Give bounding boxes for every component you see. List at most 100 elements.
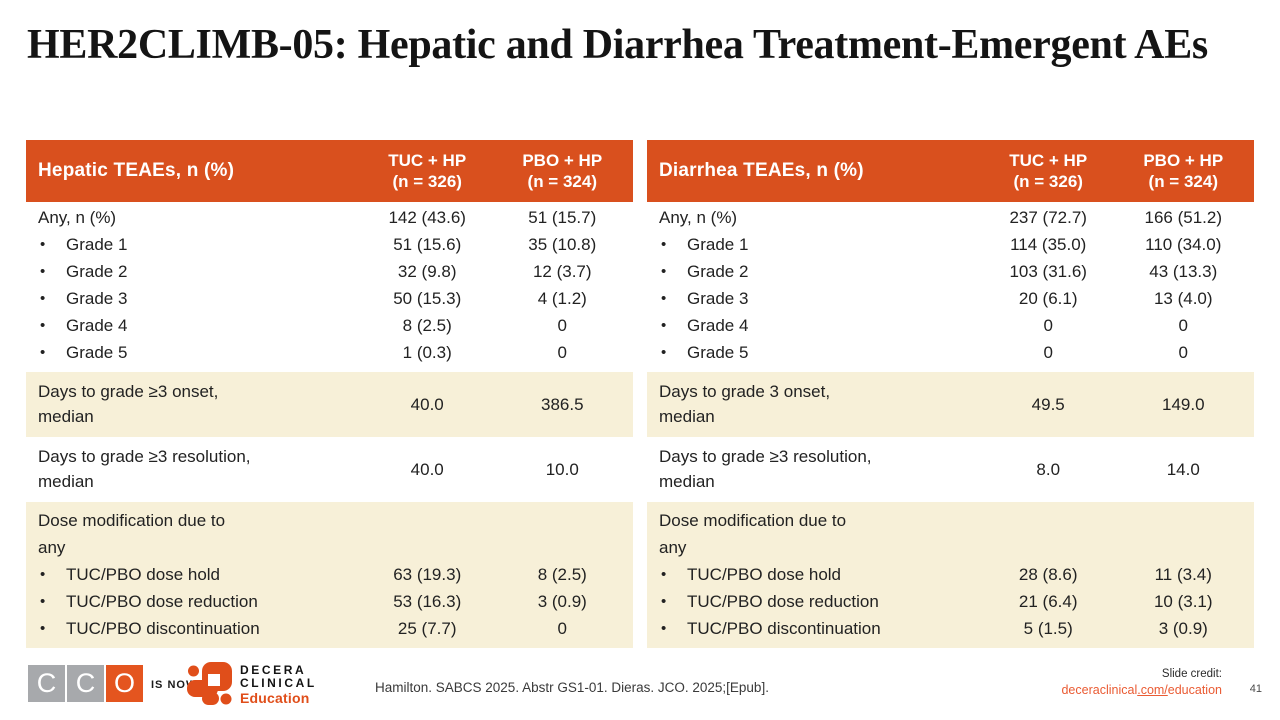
row-value: 43 (13.3) (1149, 262, 1218, 281)
education-word: Education (240, 690, 310, 706)
row-label-text: Any, n (%) (659, 208, 738, 227)
diarrhea-col-tuc: TUC + HP (n = 326) (984, 150, 1113, 193)
row-label-text: Any, n (%) (38, 208, 117, 227)
is-now-label: IS NOW (151, 679, 198, 691)
row-label: • TUC/PBO dose hold (647, 561, 984, 588)
row-value: 21 (6.4) (1018, 592, 1078, 611)
row-label: • Grade 4 (647, 312, 984, 339)
row-label-text: Dose modification due to any (38, 511, 226, 557)
bullet-icon: • (661, 566, 667, 583)
row-value (1113, 507, 1254, 561)
table-row: • Grade 5 0 0 (647, 339, 1254, 366)
row-label: Any, n (%) (647, 204, 984, 231)
slide-credit-link[interactable]: deceraclinical.com/education (1061, 683, 1222, 697)
row-label: • Grade 2 (26, 258, 363, 285)
table-row: Dose modification due to any (647, 507, 1254, 561)
row-label-text: TUC/PBO dose hold (66, 565, 221, 584)
table-row: • TUC/PBO dose hold 63 (19.3) 8 (2.5) (26, 561, 633, 588)
diarrhea-table-body: Any, n (%) 237 (72.7) 166 (51.2) • Grade 1 11… (647, 202, 1254, 648)
row-value: 13 (4.0) (1153, 289, 1213, 308)
row-label: • TUC/PBO dose hold (26, 561, 363, 588)
table-row: • Grade 4 0 0 (647, 312, 1254, 339)
row-label: Days to grade ≥3 resolution, median (26, 444, 363, 494)
row-value: 0 (557, 619, 567, 638)
bullet-icon: • (661, 317, 667, 334)
row-label-text: Grade 3 (687, 289, 749, 308)
row-label: • Grade 4 (26, 312, 363, 339)
bullet-icon: • (40, 290, 46, 307)
page-number: 41 (1249, 683, 1262, 695)
row-label-text: Grade 2 (66, 262, 128, 281)
bullet-icon: • (40, 593, 46, 610)
table-row: • Grade 2 32 (9.8) 12 (3.7) (26, 258, 633, 285)
diarrhea-header-label: Diarrhea TEAEs, n (%) (659, 160, 864, 181)
row-label: • Grade 3 (26, 285, 363, 312)
cco-letter: C (75, 668, 96, 698)
row-label: Any, n (%) (26, 204, 363, 231)
row-label-text: Grade 5 (66, 343, 128, 362)
footer: C C O IS NOW DECERA CLINICAL Education H… (0, 655, 1280, 715)
row-label: Dose modification due to any (26, 507, 363, 561)
table-row: Days to grade ≥3 onset, median 40.0 386.5 (26, 377, 633, 431)
row-label: • TUC/PBO discontinuation (647, 615, 984, 642)
table-row: • TUC/PBO dose hold 28 (8.6) 11 (3.4) (647, 561, 1254, 588)
row-label-text: TUC/PBO dose reduction (687, 592, 879, 611)
bullet-icon: • (40, 263, 46, 280)
row-value (492, 507, 633, 561)
row-label: • TUC/PBO dose reduction (647, 588, 984, 615)
row-value (363, 507, 492, 561)
cco-letter: C (36, 668, 57, 698)
row-value: 28 (8.6) (1018, 565, 1078, 584)
row-label-text: TUC/PBO discontinuation (66, 619, 260, 638)
hepatic-col-pbo: PBO + HP (n = 324) (492, 150, 633, 193)
table-row: • Grade 1 114 (35.0) 110 (34.0) (647, 231, 1254, 258)
bullet-icon: • (40, 236, 46, 253)
row-value: 142 (43.6) (388, 208, 466, 227)
row-value: 32 (9.8) (397, 262, 457, 281)
row-value: 8 (2.5) (402, 316, 452, 335)
col-line: (n = 324) (1148, 172, 1218, 191)
table-row: • Grade 3 50 (15.3) 4 (1.2) (26, 285, 633, 312)
row-value: 110 (34.0) (1145, 235, 1222, 254)
slide-title: HER2CLIMB-05: Hepatic and Diarrhea Treat… (27, 22, 1208, 68)
row-value: 0 (1043, 343, 1053, 362)
row-value: 103 (31.6) (1009, 262, 1087, 281)
bullet-icon: • (661, 593, 667, 610)
col-line: (n = 326) (1013, 172, 1083, 191)
row-value: 10 (3.1) (1153, 592, 1213, 611)
slide-credit: Slide credit: deceraclinical.com/educati… (1061, 667, 1222, 699)
row-value: 20 (6.1) (1018, 289, 1078, 308)
decera-logo: DECERA CLINICAL Education (187, 662, 317, 707)
table-row: • Grade 4 8 (2.5) 0 (26, 312, 633, 339)
row-value: 0 (1178, 343, 1188, 362)
row-value: 8.0 (1036, 459, 1061, 479)
row-label: Dose modification due to any (647, 507, 984, 561)
hepatic-col-tuc: TUC + HP (n = 326) (363, 150, 492, 193)
decera-word: DECERA (240, 663, 307, 677)
table-section: Days to grade ≥3 resolution, median 8.0 14.… (647, 440, 1254, 499)
row-value: 114 (35.0) (1010, 235, 1087, 254)
hepatic-teae-table: Hepatic TEAEs, n (%) TUC + HP (n = 326) … (26, 140, 633, 648)
row-label-text: Grade 3 (66, 289, 128, 308)
bullet-icon: • (40, 317, 46, 334)
table-section: Days to grade ≥3 onset, median 40.0 386.5 (26, 372, 633, 437)
row-value: 51 (15.7) (528, 208, 597, 227)
row-label-text: Dose modification due to any (659, 511, 847, 557)
row-label: Days to grade ≥3 onset, median (26, 379, 363, 429)
row-value: 3 (0.9) (1158, 619, 1208, 638)
table-row: Days to grade ≥3 resolution, median 8.0 14.… (647, 442, 1254, 496)
clinical-word: CLINICAL (240, 676, 317, 690)
col-line: (n = 326) (392, 172, 462, 191)
row-value: 3 (0.9) (537, 592, 587, 611)
table-section: Any, n (%) 237 (72.7) 166 (51.2) • Grade 1 11… (647, 202, 1254, 369)
table-section: Days to grade 3 onset, median 49.5 149.0 (647, 372, 1254, 437)
row-value: 53 (16.3) (393, 592, 462, 611)
cco-letter-block: O (106, 665, 143, 702)
diarrhea-col-pbo: PBO + HP (n = 324) (1113, 150, 1254, 193)
row-value: 5 (1.5) (1023, 619, 1073, 638)
row-label-text: TUC/PBO dose reduction (66, 592, 258, 611)
row-label-text: Days to grade ≥3 resolution, median (659, 447, 872, 491)
table-section: Days to grade ≥3 resolution, median 40.0 10… (26, 440, 633, 499)
col-line: PBO + HP (522, 150, 603, 170)
